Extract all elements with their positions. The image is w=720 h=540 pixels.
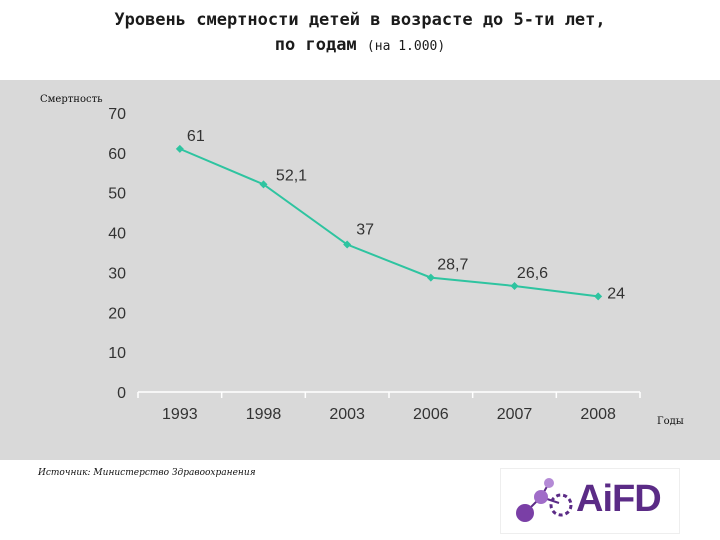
chart-title: Уровень смертности детей в возрасте до 5…: [0, 8, 720, 59]
data-point: [426, 273, 435, 282]
title-line-2-main: по годам: [274, 35, 357, 55]
y-tick-label: 50: [108, 186, 126, 203]
y-tick-label: 20: [108, 305, 126, 322]
data-label: 24: [607, 285, 625, 302]
title-line-1: Уровень смертности детей в возрасте до 5…: [114, 10, 606, 30]
chart-panel: [0, 80, 720, 460]
data-label: 52,1: [276, 167, 307, 184]
y-tick-label: 30: [108, 265, 126, 282]
x-tick-label: 1993: [162, 406, 198, 423]
data-point: [175, 144, 184, 153]
y-tick-label: 70: [108, 106, 126, 123]
data-label: 61: [187, 128, 205, 145]
title-line-2: по годам (на 1.000): [0, 33, 720, 59]
y-tick-label: 0: [117, 385, 126, 402]
data-label: 37: [356, 222, 374, 239]
x-axis-label: Годы: [657, 416, 684, 427]
x-tick-label: 2006: [413, 406, 449, 423]
source-note: Источник: Министерство Здравоохранения: [38, 468, 256, 478]
data-point: [594, 292, 603, 301]
logo-text: AiFD: [576, 478, 662, 520]
y-tick-label: 40: [108, 226, 126, 243]
data-point: [259, 180, 268, 189]
logo-molecule-icon: [516, 478, 573, 522]
y-tick-label: 10: [108, 345, 126, 362]
series-line: [179, 147, 599, 298]
x-tick-label: 1998: [246, 406, 282, 423]
y-tick-label: 60: [108, 146, 126, 163]
data-label: 26,6: [517, 265, 548, 282]
x-tick-label: 2008: [580, 406, 616, 423]
data-point: [343, 240, 352, 249]
aifd-logo: AiFD: [500, 468, 680, 534]
title-note: (на 1.000): [366, 39, 446, 54]
x-tick-label: 2007: [497, 406, 533, 423]
data-point: [510, 281, 519, 290]
y-axis-label: Смертность: [40, 94, 103, 105]
x-tick-label: 2003: [329, 406, 365, 423]
data-label: 28,7: [437, 257, 468, 274]
